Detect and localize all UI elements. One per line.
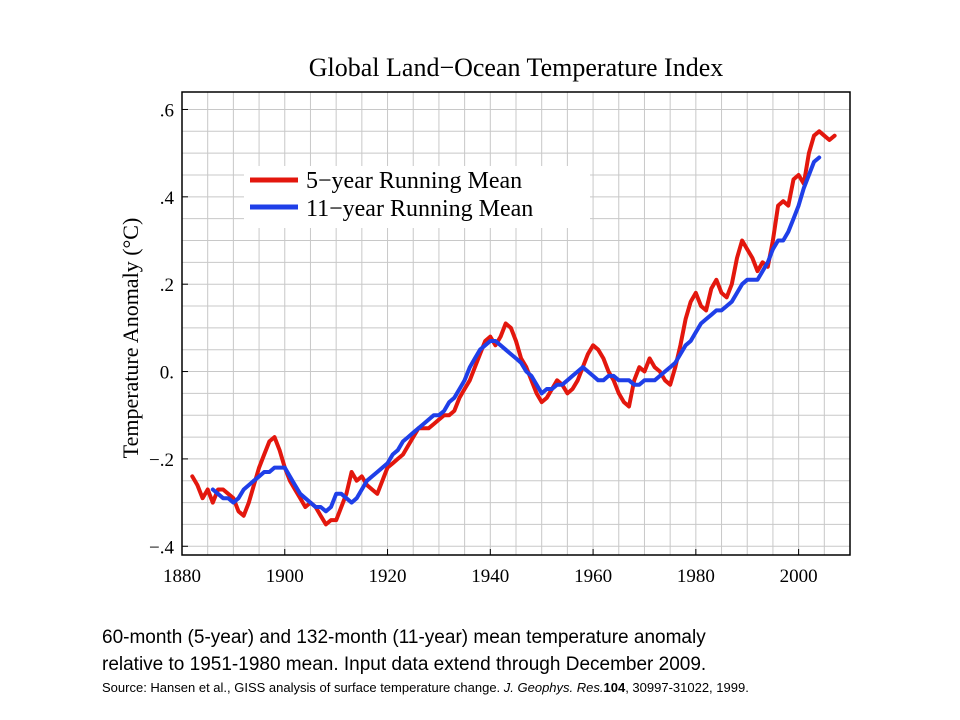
legend-label-5-year: 5−year Running Mean: [306, 168, 522, 194]
x-tick-label: 1900: [266, 566, 304, 587]
source-volume: 104: [603, 680, 626, 695]
y-tick-label: −.4: [149, 537, 174, 558]
series-lines: [190, 129, 837, 527]
y-tick-label: −.2: [149, 450, 174, 471]
series-11-year-line: [210, 155, 822, 514]
temperature-chart: Global Land−Ocean Temperature Index Temp…: [118, 53, 851, 587]
y-tick-labels: −.4 −.2 0. .2 .4 .6: [149, 100, 188, 558]
x-tick-label: 2000: [780, 566, 818, 587]
y-tick-label: .6: [160, 100, 174, 121]
y-tick-label: .2: [160, 275, 174, 296]
legend-label-11-year: 11−year Running Mean: [306, 196, 533, 222]
caption-source: Source: Hansen et al., GISS analysis of …: [102, 679, 942, 697]
series-5-year-line: [190, 129, 837, 527]
y-tick-label: .4: [160, 188, 175, 209]
x-tick-label: 1940: [471, 566, 509, 587]
x-tick-labels: 1880 1900 1920 1940 1960 1980 2000: [163, 549, 818, 587]
x-tick-label: 1880: [163, 566, 201, 587]
y-tick-label: 0.: [160, 363, 174, 384]
y-axis-label: Temperature Anomaly (°C): [118, 218, 143, 459]
caption-line-1: 60-month (5-year) and 132-month (11-year…: [102, 627, 706, 648]
chart-title: Global Land−Ocean Temperature Index: [309, 53, 723, 82]
source-journal: J. Geophys. Res.: [503, 680, 604, 695]
caption-line-2: relative to 1951-1980 mean. Input data e…: [102, 654, 707, 675]
x-tick-label: 1980: [677, 566, 715, 587]
source-prefix: Source: Hansen et al., GISS analysis of …: [102, 680, 504, 695]
grid: [182, 92, 850, 555]
x-tick-label: 1920: [369, 566, 407, 587]
x-tick-label: 1960: [574, 566, 612, 587]
source-suffix: , 30997-31022, 1999.: [625, 680, 749, 695]
legend: 5−year Running Mean 11−year Running Mean: [244, 166, 590, 228]
caption: 60-month (5-year) and 132-month (11-year…: [102, 624, 942, 697]
plot-frame: [181, 91, 851, 556]
legend-box: [244, 166, 590, 228]
